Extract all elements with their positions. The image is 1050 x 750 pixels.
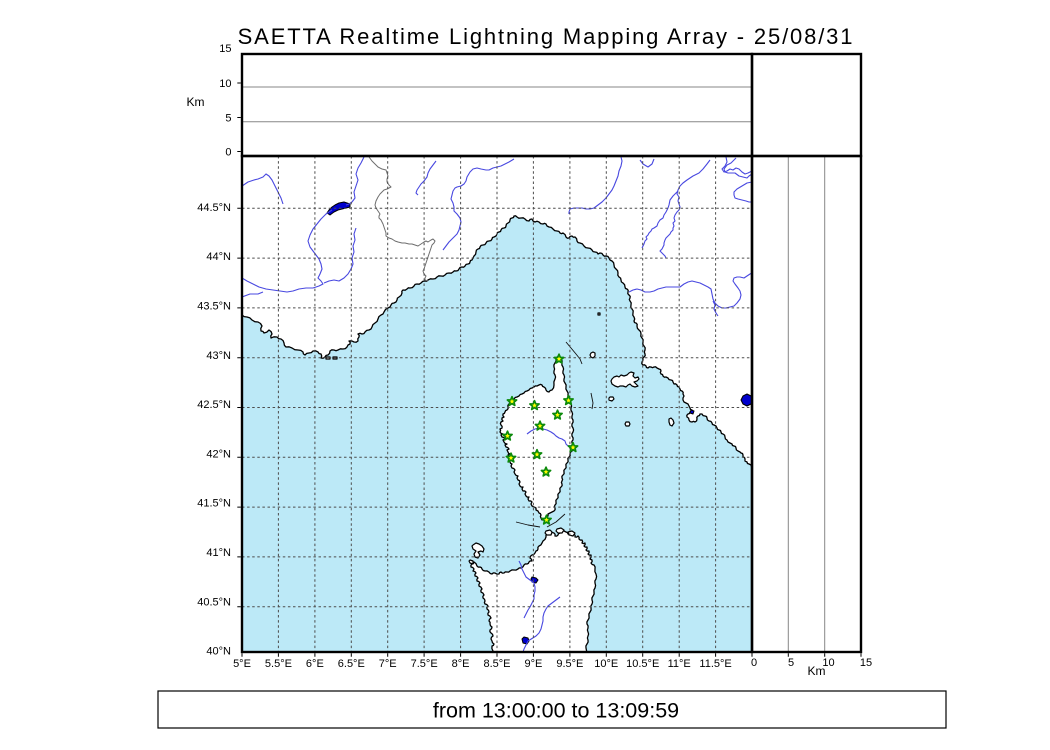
svg-text:SAETTA Realtime Lightning Mapp: SAETTA Realtime Lightning Mapping Array …: [238, 24, 855, 49]
svg-text:7°E: 7°E: [379, 658, 397, 670]
svg-text:5°E: 5°E: [233, 658, 251, 670]
svg-text:8°E: 8°E: [452, 658, 470, 670]
svg-text:15: 15: [219, 43, 231, 55]
svg-text:6°E: 6°E: [306, 658, 324, 670]
svg-text:43.5°N: 43.5°N: [197, 300, 231, 312]
svg-text:Km: Km: [808, 664, 826, 678]
svg-text:41.5°N: 41.5°N: [197, 498, 231, 510]
svg-text:from 13:00:00 to 13:09:59: from 13:00:00 to 13:09:59: [433, 699, 679, 723]
svg-text:5: 5: [225, 112, 231, 124]
svg-text:11°E: 11°E: [668, 658, 691, 670]
svg-text:10°E: 10°E: [594, 658, 618, 670]
svg-text:7.5°E: 7.5°E: [411, 658, 438, 670]
svg-text:15: 15: [860, 657, 872, 669]
svg-text:5.5°E: 5.5°E: [265, 658, 292, 670]
svg-text:40°N: 40°N: [206, 646, 231, 658]
svg-text:10: 10: [822, 657, 834, 669]
svg-text:44°N: 44°N: [206, 251, 231, 263]
svg-text:10.5°E: 10.5°E: [626, 658, 659, 670]
svg-text:42°N: 42°N: [206, 448, 231, 460]
svg-text:8.5°E: 8.5°E: [483, 658, 510, 670]
svg-text:40.5°N: 40.5°N: [197, 596, 231, 608]
svg-text:Km: Km: [187, 95, 205, 109]
svg-text:43°N: 43°N: [206, 350, 231, 362]
svg-text:10: 10: [219, 78, 231, 90]
svg-text:11.5°E: 11.5°E: [699, 658, 731, 670]
svg-text:0: 0: [751, 657, 757, 669]
svg-text:44.5°N: 44.5°N: [197, 202, 231, 214]
svg-text:5: 5: [788, 657, 794, 669]
svg-text:41°N: 41°N: [206, 547, 231, 559]
svg-text:9°E: 9°E: [525, 658, 543, 670]
svg-text:42.5°N: 42.5°N: [197, 399, 231, 411]
svg-text:9.5°E: 9.5°E: [556, 658, 583, 670]
svg-text:0: 0: [225, 146, 231, 158]
svg-text:6.5°E: 6.5°E: [338, 658, 365, 670]
